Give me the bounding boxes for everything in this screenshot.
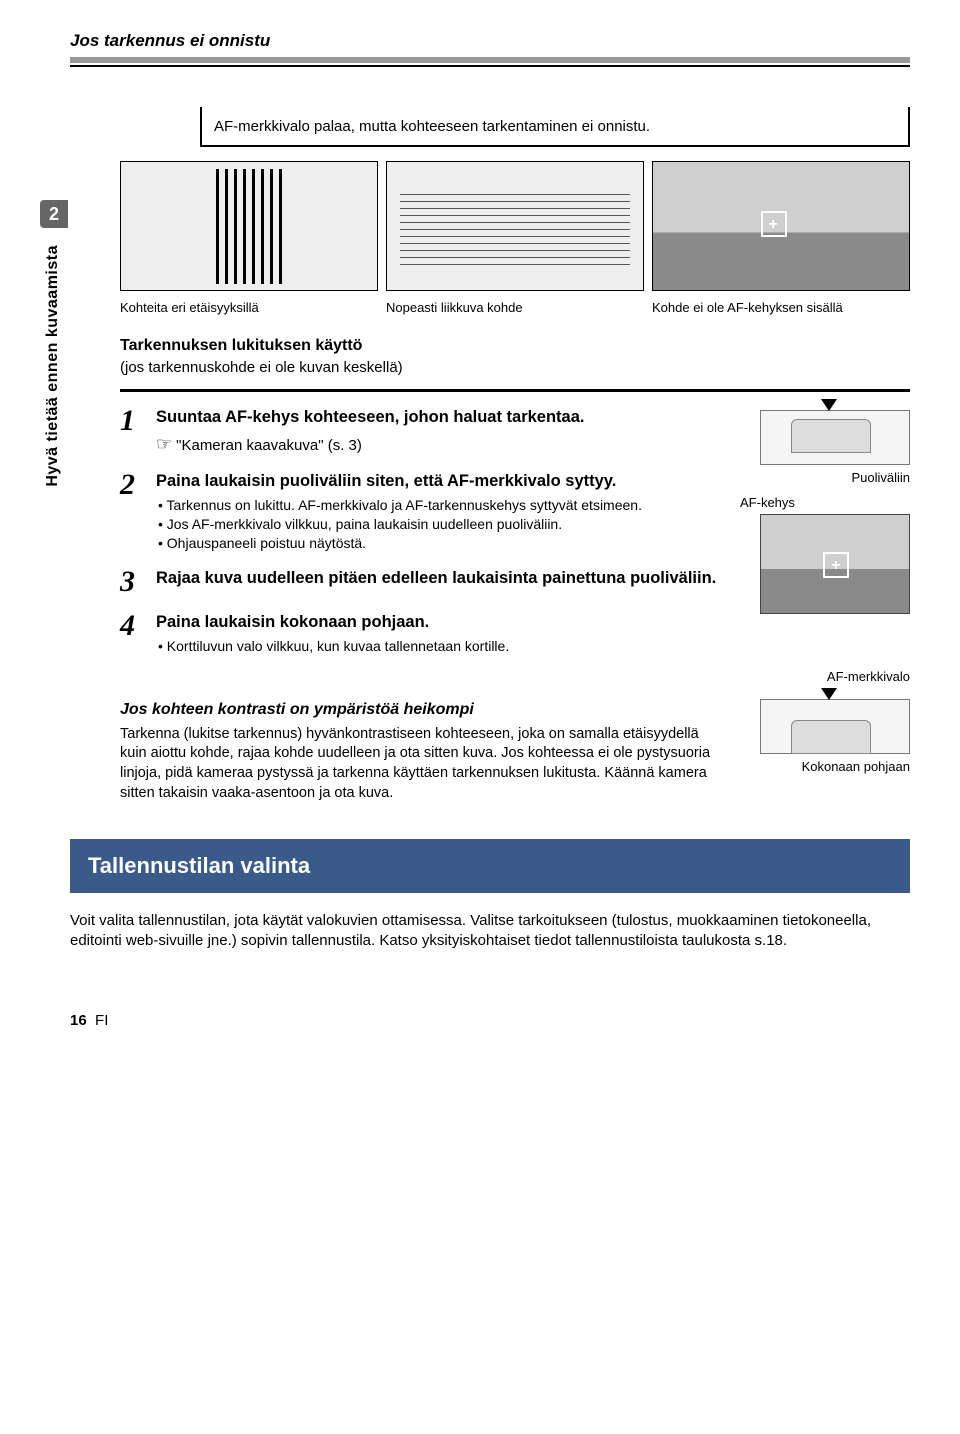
page-number: 16 bbox=[70, 1012, 87, 1029]
diagram-viewfinder bbox=[760, 514, 910, 614]
step-2-b1: Tarkennus on lukittu. AF-merkkivalo ja A… bbox=[158, 496, 724, 515]
label-af-light: AF-merkkivalo bbox=[740, 668, 910, 686]
page-footer: 16 FI bbox=[70, 1011, 910, 1031]
step-1-ref: ☞"Kameran kaavakuva" (s. 3) bbox=[156, 432, 724, 456]
step-3: 3 Rajaa kuva uudelleen pitäen edelleen l… bbox=[120, 567, 724, 597]
step-2-b2: Jos AF-merkkivalo vilkkuu, paina laukais… bbox=[158, 515, 724, 534]
right-diagram-full: Kokonaan pohjaan bbox=[740, 699, 910, 776]
step-3-num: 3 bbox=[120, 567, 156, 597]
header-rule-grey bbox=[70, 57, 910, 63]
caption-row: Kohteita eri etäisyyksillä Nopeasti liik… bbox=[120, 299, 910, 317]
storage-body: Voit valita tallennustilan, jota käytät … bbox=[70, 911, 910, 952]
step-2-b3: Ohjauspaneeli poistuu näytöstä. bbox=[158, 534, 724, 553]
step-4-title: Paina laukaisin kokonaan pohjaan. bbox=[156, 611, 724, 633]
illus-offcenter bbox=[652, 161, 910, 291]
illus-bars bbox=[120, 161, 378, 291]
illustration-row bbox=[120, 161, 910, 291]
label-af-frame: AF-kehys bbox=[740, 494, 910, 512]
intro-box: AF-merkkivalo palaa, mutta kohteeseen ta… bbox=[200, 107, 910, 147]
step-4-num: 4 bbox=[120, 611, 156, 656]
right-diagrams: Puoliväliin AF-kehys AF-merkkivalo bbox=[740, 410, 910, 686]
step-3-title: Rajaa kuva uudelleen pitäen edelleen lau… bbox=[156, 567, 724, 589]
step-1: 1 Suuntaa AF-kehys kohteeseen, johon hal… bbox=[120, 406, 724, 457]
step-4-b1: Korttiluvun valo vilkkuu, kun kuvaa tall… bbox=[158, 637, 724, 656]
label-full: Kokonaan pohjaan bbox=[740, 758, 910, 776]
caption-2: Nopeasti liikkuva kohde bbox=[386, 299, 644, 317]
caption-3: Kohde ei ole AF-kehyksen sisällä bbox=[652, 299, 910, 317]
chapter-tab: 2 bbox=[40, 200, 68, 228]
header-rule-black bbox=[70, 65, 910, 67]
step-1-num: 1 bbox=[120, 406, 156, 457]
pointing-hand-icon: ☞ bbox=[156, 434, 172, 454]
step-2-title: Paina laukaisin puoliväliin siten, että … bbox=[156, 470, 724, 492]
subhead-line1: Tarkennuksen lukituksen käyttö bbox=[120, 335, 910, 357]
header-title: Jos tarkennus ei onnistu bbox=[70, 30, 910, 53]
diagram-fullpress bbox=[760, 699, 910, 754]
subhead-line2: (jos tarkennuskohde ei ole kuvan keskell… bbox=[120, 358, 910, 378]
diagram-halfpress bbox=[760, 410, 910, 465]
step-rule bbox=[120, 389, 910, 392]
page-lang: FI bbox=[95, 1012, 108, 1029]
step-4: 4 Paina laukaisin kokonaan pohjaan. Kort… bbox=[120, 611, 724, 656]
chapter-side-label: Hyvä tietää ennen kuvaamista bbox=[42, 245, 64, 487]
label-half: Puoliväliin bbox=[740, 469, 910, 487]
step-1-title: Suuntaa AF-kehys kohteeseen, johon halua… bbox=[156, 406, 724, 428]
illus-motion bbox=[386, 161, 644, 291]
step-2-num: 2 bbox=[120, 470, 156, 553]
page-header: Jos tarkennus ei onnistu bbox=[40, 30, 910, 67]
intro-text: AF-merkkivalo palaa, mutta kohteeseen ta… bbox=[214, 118, 650, 135]
caption-1: Kohteita eri etäisyyksillä bbox=[120, 299, 378, 317]
step-2: 2 Paina laukaisin puoliväliin siten, ett… bbox=[120, 470, 724, 553]
section-bar-storage: Tallennustilan valinta bbox=[70, 839, 910, 893]
